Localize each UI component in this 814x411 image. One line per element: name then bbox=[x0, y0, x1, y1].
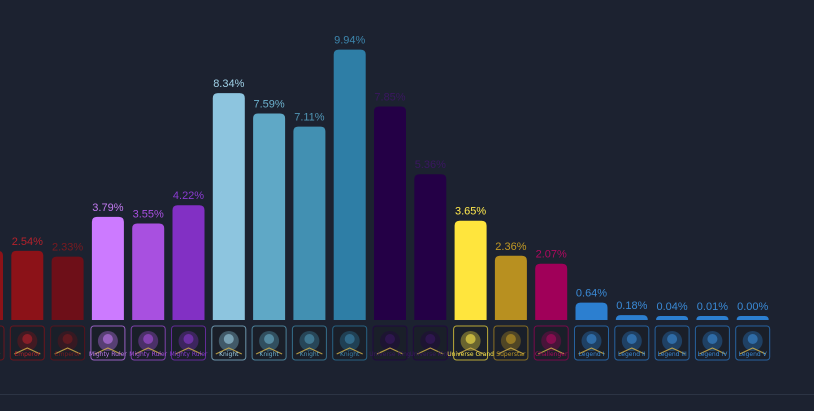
bar-value-label: 3.65% bbox=[455, 206, 486, 218]
icon-caption: Emperor bbox=[55, 351, 81, 358]
icon-caption: Mighty Ruler bbox=[129, 351, 167, 358]
bar[interactable] bbox=[535, 263, 568, 320]
bar[interactable] bbox=[253, 113, 286, 320]
character-portrait-icon bbox=[654, 325, 690, 361]
bar-value-label: 0.18% bbox=[616, 300, 647, 312]
icon-caption: Knight bbox=[340, 351, 360, 358]
character-portrait-icon bbox=[332, 325, 368, 361]
bar[interactable] bbox=[333, 49, 366, 321]
bar[interactable] bbox=[454, 220, 487, 320]
character-portrait-icon bbox=[130, 325, 166, 361]
bar[interactable] bbox=[575, 302, 608, 320]
icon-caption: Universe King bbox=[369, 351, 411, 358]
icon-caption: Legend I bbox=[579, 351, 605, 358]
bar[interactable] bbox=[51, 256, 84, 320]
bar-value-label: 9.94% bbox=[334, 35, 365, 47]
bar-value-label: 7.85% bbox=[374, 91, 405, 103]
icon-caption: Knight bbox=[300, 351, 320, 358]
bar-value-label: 0.00% bbox=[737, 301, 768, 313]
icon-caption: Mighty Ruler bbox=[170, 351, 208, 358]
character-portrait-icon bbox=[614, 325, 650, 361]
bar-value-label: 3.79% bbox=[92, 202, 123, 214]
bar-value-label: 2.33% bbox=[52, 242, 83, 254]
character-portrait-icon bbox=[694, 325, 730, 361]
bar[interactable] bbox=[0, 251, 3, 320]
bar[interactable] bbox=[696, 316, 729, 320]
icon-caption: Emperor bbox=[14, 351, 40, 358]
character-portrait-icon bbox=[251, 325, 287, 361]
bar-value-label: 8.34% bbox=[213, 78, 244, 90]
icon-caption: Legend III bbox=[657, 351, 686, 358]
character-portrait-icon bbox=[533, 325, 569, 361]
character-portrait-icon bbox=[412, 325, 448, 361]
character-portrait-icon bbox=[574, 325, 609, 361]
icon-caption: Legend IV bbox=[697, 351, 728, 358]
bar-value-label: 0.64% bbox=[576, 288, 607, 300]
bar-value-label: 7.11% bbox=[294, 112, 325, 124]
bar[interactable] bbox=[374, 106, 406, 320]
icon-caption: Legend V bbox=[739, 351, 768, 358]
character-portrait-icon bbox=[211, 325, 247, 361]
character-portrait-icon bbox=[0, 325, 5, 361]
character-portrait-icon bbox=[735, 325, 771, 361]
character-portrait-icon bbox=[372, 325, 408, 361]
bar[interactable] bbox=[615, 315, 648, 320]
character-portrait-icon bbox=[9, 325, 45, 361]
icon-caption: Knight bbox=[219, 351, 239, 358]
character-portrait-icon bbox=[291, 325, 327, 361]
bar-value-label: 2.36% bbox=[495, 241, 526, 253]
bar-value-label: 5.36% bbox=[415, 159, 446, 171]
bar[interactable] bbox=[656, 316, 689, 320]
bar-value-label: 2.54% bbox=[12, 236, 43, 248]
character-portrait-icon bbox=[453, 325, 489, 361]
bar[interactable] bbox=[172, 205, 205, 320]
bar[interactable] bbox=[11, 250, 44, 320]
icon-caption: Legend II bbox=[618, 351, 646, 358]
bar[interactable] bbox=[293, 126, 326, 320]
icon-caption: Superstar bbox=[496, 351, 526, 358]
icon-caption: Universe King bbox=[410, 351, 452, 358]
bar[interactable] bbox=[494, 255, 527, 320]
character-portrait-icon bbox=[50, 325, 86, 361]
bar[interactable] bbox=[91, 216, 124, 320]
icon-caption: Knight bbox=[259, 351, 279, 358]
bar-value-label: 3.55% bbox=[133, 208, 164, 220]
character-portrait-icon bbox=[171, 325, 206, 361]
bar[interactable] bbox=[212, 93, 245, 320]
bar-value-label: 7.59% bbox=[253, 99, 284, 111]
icon-caption: Mighty Ruler bbox=[89, 351, 127, 358]
bar[interactable] bbox=[736, 316, 769, 320]
bar-value-label: 0.04% bbox=[656, 301, 687, 313]
bar-value-label: 4.22% bbox=[173, 190, 204, 202]
character-portrait-icon bbox=[493, 325, 529, 361]
bar-value-label: 0.01% bbox=[697, 301, 728, 313]
bar-value-label: 2.07% bbox=[536, 249, 567, 261]
bar[interactable] bbox=[414, 174, 447, 320]
character-portrait-icon bbox=[90, 325, 126, 361]
icon-caption: Universe Grand bbox=[447, 351, 494, 358]
bar[interactable] bbox=[132, 223, 165, 320]
icon-caption: Challenger bbox=[535, 351, 568, 358]
